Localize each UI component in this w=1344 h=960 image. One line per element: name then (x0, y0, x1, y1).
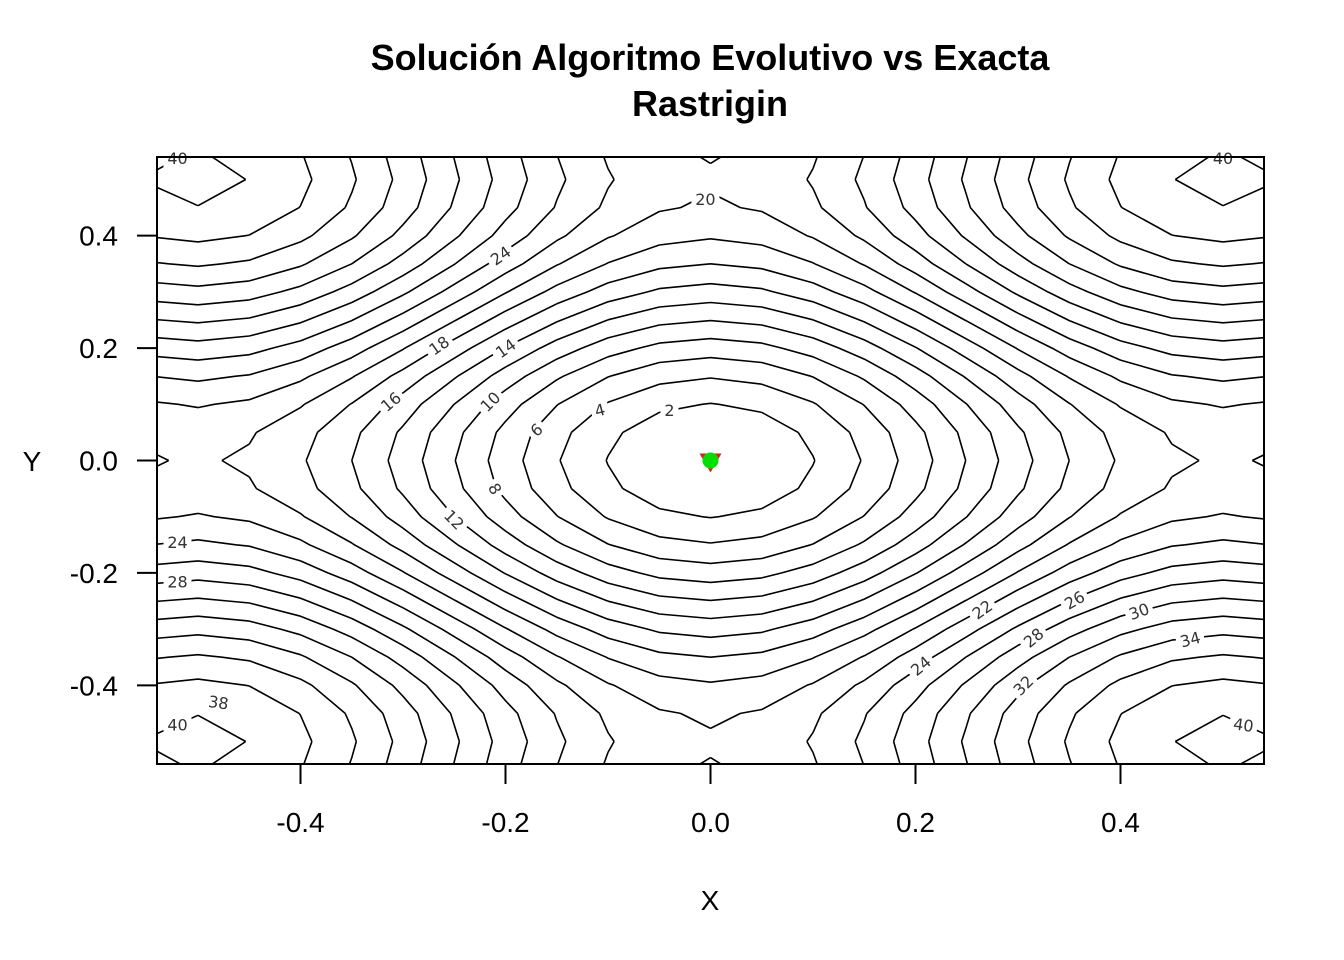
contour-label-bg (1174, 626, 1207, 652)
contour-label-text: 40 (1232, 714, 1255, 736)
contour-label-bg (1122, 597, 1156, 625)
contour-label: 8 (483, 476, 508, 501)
contour-label-bg (163, 572, 192, 591)
contour-label: 32 (1006, 669, 1040, 702)
contour-label-text: 4 (593, 400, 608, 421)
contour-label-bg (374, 385, 408, 418)
contour-label-bg (691, 190, 720, 209)
contour-label: 24 (483, 239, 518, 271)
contour-label-bg (488, 332, 523, 364)
evolutionary-solution-marker (702, 452, 719, 469)
y-tick-label: -0.4 (70, 670, 118, 701)
contour-label: 20 (691, 190, 720, 209)
contour-label-bg (163, 715, 192, 734)
contour-label-text: 40 (167, 149, 187, 168)
x-tick-label: 0.4 (1101, 807, 1140, 838)
contour-label: 12 (438, 503, 471, 536)
contour-label-bg (588, 398, 611, 421)
contour-label: 40 (163, 715, 192, 735)
contour-label-bg (1016, 621, 1050, 654)
y-tick-label: 0.0 (79, 446, 118, 477)
contour-label: 24 (904, 649, 938, 682)
contour-level-2 (605, 402, 816, 519)
y-tick-label: 0.4 (79, 221, 118, 252)
contour-label-bg (523, 416, 549, 443)
contour-label-bg (163, 533, 192, 551)
contour-label: 28 (163, 572, 192, 591)
contour-level-14 (387, 282, 1034, 639)
contour-label-text: 24 (167, 533, 187, 552)
contour-label-text: 34 (1178, 628, 1203, 652)
contour-label-text: 20 (695, 190, 715, 209)
contour-level-22 (157, 157, 1264, 764)
contour-label-bg (483, 476, 508, 501)
contour-level-38 (157, 157, 1264, 764)
contour-label-bg (163, 149, 192, 168)
contour-level-4 (559, 377, 862, 544)
contour-label: 4 (588, 398, 611, 421)
contour-lines (157, 157, 1264, 764)
contour-label: 38 (203, 691, 234, 714)
contour-label: 30 (1122, 597, 1156, 625)
contour-label-bg (1006, 669, 1040, 702)
contour-level-10 (454, 319, 967, 602)
chart-subtitle: Rastrigin (632, 83, 788, 124)
contour-label-text: 40 (1213, 149, 1233, 168)
contour-label: 40 (1228, 713, 1259, 736)
contour-label: 40 (1209, 149, 1237, 168)
contour-level-30 (157, 157, 1264, 764)
contour-label-bg (422, 329, 456, 361)
solution-points (699, 452, 722, 473)
contour-label-text: 38 (207, 692, 230, 714)
contour-label-bg (1228, 713, 1259, 736)
contour-level-6 (522, 356, 899, 565)
x-axis-label: X (701, 885, 720, 916)
contour-label-bg (904, 649, 938, 682)
contour-label-text: 28 (167, 572, 187, 591)
x-tick-label: 0.2 (896, 807, 935, 838)
x-tick-label: 0.0 (691, 807, 730, 838)
contour-label: 28 (1016, 621, 1050, 654)
contour-label-bg (965, 593, 999, 625)
contour-label: 18 (422, 329, 456, 361)
contour-label: 6 (523, 416, 549, 443)
x-tick-label: -0.4 (276, 807, 324, 838)
contour-label: 26 (1057, 585, 1092, 615)
contour-label-bg (660, 400, 679, 419)
contour-label-bg (473, 385, 507, 418)
y-axis-label: Y (23, 446, 42, 477)
contour-label-bg (203, 691, 234, 714)
contour-label-bg (1057, 585, 1092, 615)
y-axis: 0.4 0.2 0.0 -0.2 -0.4 (70, 221, 157, 701)
x-tick-label: -0.2 (481, 807, 529, 838)
contour-level-26 (157, 157, 1264, 764)
x-axis: -0.4 -0.2 0.0 0.2 0.4 (276, 764, 1140, 838)
contour-label: 34 (1174, 626, 1207, 652)
contour-label-bg (438, 503, 471, 536)
y-tick-label: -0.2 (70, 558, 118, 589)
contour-label-text: 2 (664, 401, 674, 420)
y-tick-label: 0.2 (79, 333, 118, 364)
contour-label-bg (483, 239, 518, 271)
contour-label: 40 (163, 149, 192, 168)
chart-title: Solución Algoritmo Evolutivo vs Exacta (371, 37, 1051, 78)
contour-label-bg (1209, 149, 1237, 168)
contour-label-text: 40 (167, 716, 187, 735)
contour-label: 24 (163, 533, 192, 552)
contour-level-32 (157, 157, 1264, 764)
contour-label: 2 (660, 400, 679, 420)
